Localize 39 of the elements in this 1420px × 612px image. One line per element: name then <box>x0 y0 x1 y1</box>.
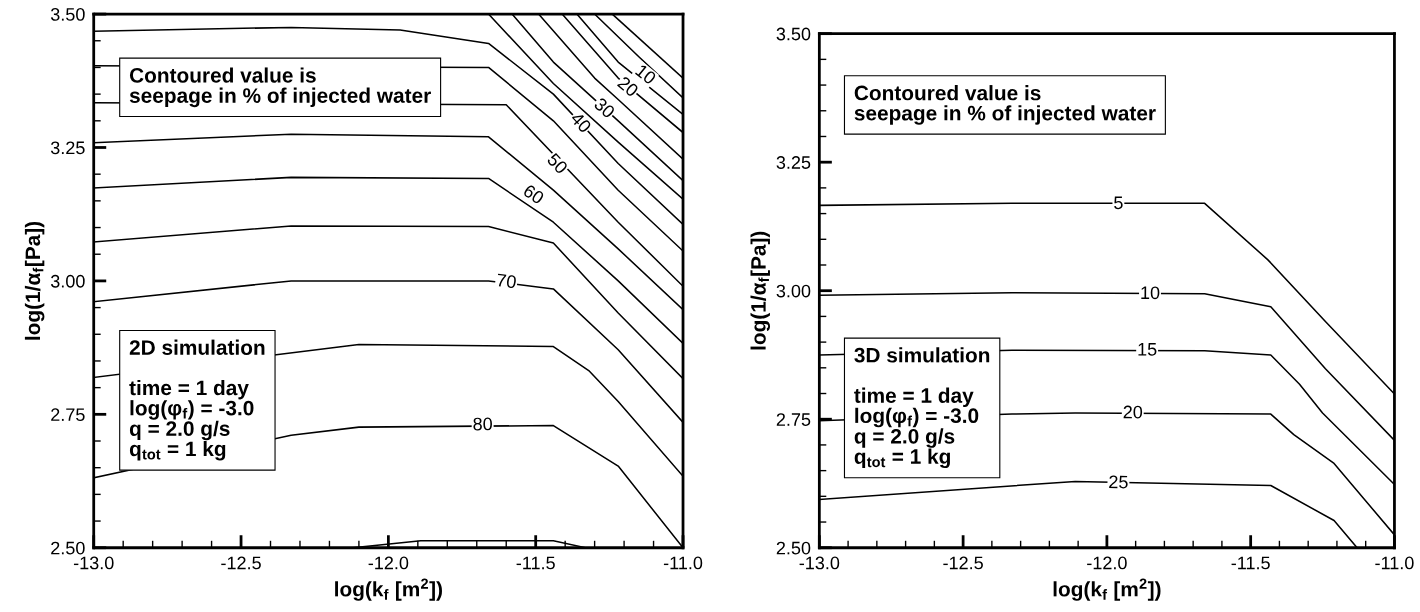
annotation: 20 <box>1123 405 1143 419</box>
y-tick-label: 2.75 <box>51 408 85 422</box>
y-tick-label: 3.25 <box>50 141 85 155</box>
x-tick-label: -12.5 <box>943 556 983 570</box>
x-tick-label: -13.0 <box>73 556 114 570</box>
annotation: 60 <box>522 183 545 205</box>
x-tick-label: -13.0 <box>799 556 840 570</box>
annotation: 5 <box>1114 196 1123 210</box>
x-tick-label: -11.5 <box>1231 556 1270 570</box>
y-axis-title: log(1/α$_{f}$[Pa]) <box>750 231 771 350</box>
annotation: 10 <box>1141 286 1160 300</box>
x-tick-label: -11.5 <box>516 556 555 570</box>
x-axis-title: log(k$_{f}$ [m$^{2}$]) <box>1053 578 1161 601</box>
text: 2D simulation time = 1 day log(φ$_{f}$) = -3.0 q = 2.0 g/s q$_{tot}$ = 1 kg <box>129 339 265 461</box>
annotation: Contoured value is seepage in % of injected water <box>854 85 1156 125</box>
annotation: 30 <box>593 96 616 119</box>
annotation: 15 <box>1138 343 1157 356</box>
y-tick-label: 3.50 <box>50 8 85 21</box>
y-tick-label: 2.50 <box>776 541 811 555</box>
y-tick-label: 3.00 <box>776 284 811 298</box>
x-tick-label: -11.0 <box>1375 556 1414 570</box>
y-tick-label: 2.75 <box>776 413 811 426</box>
y-tick-label: 2.50 <box>51 541 85 555</box>
x-tick-label: -11.0 <box>663 556 703 570</box>
x-tick-label: -12.5 <box>221 556 261 570</box>
y-tick-label: 3.25 <box>776 156 811 169</box>
annotation: 70 <box>496 273 517 289</box>
x-axis-title: log(k$_{f}$ [m$^{2}$]) <box>335 578 442 601</box>
y-axis-title: log(1/α$_{f}$[Pa]) <box>24 221 45 340</box>
annotation: 80 <box>473 417 493 431</box>
annotation: 50 <box>546 152 569 175</box>
annotation: 25 <box>1109 475 1128 489</box>
x-tick-label: -12.0 <box>368 556 409 570</box>
y-tick-label: 3.50 <box>776 27 811 41</box>
annotation: 40 <box>569 111 593 134</box>
annotation: Contoured value is seepage in % of injected water <box>129 67 431 108</box>
y-tick-label: 3.00 <box>50 274 85 288</box>
x-tick-label: -12.0 <box>1087 556 1127 570</box>
text: 3D simulation time = 1 day log(φ$_{f}$) = -3.0 q = 2.0 g/s q$_{tot}$ = 1 kg <box>854 347 990 469</box>
